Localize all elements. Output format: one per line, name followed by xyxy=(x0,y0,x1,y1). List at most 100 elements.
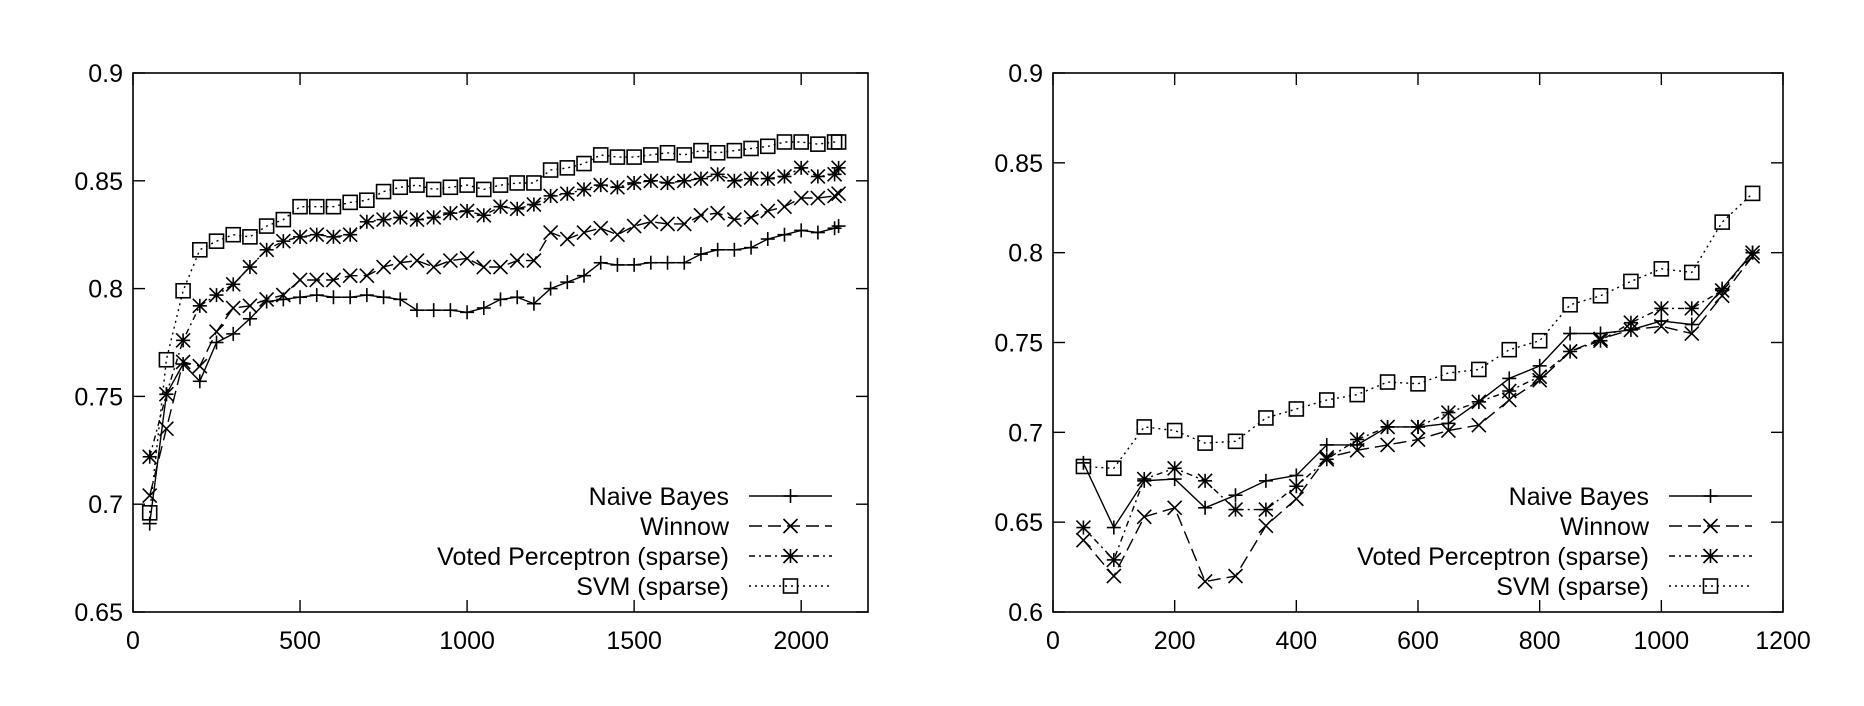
series-naive-bayes-point xyxy=(443,303,458,318)
series-voted-perceptron-sparse-point xyxy=(609,179,625,195)
series-naive-bayes-point xyxy=(760,232,775,247)
series-naive-bayes-point xyxy=(643,255,658,270)
legend-item-svm-sparse: SVM (sparse) xyxy=(1496,573,1752,601)
series-voted-perceptron-sparse-point xyxy=(309,227,325,243)
series-svm-sparse-point xyxy=(1744,185,1761,202)
series-svm-sparse-point xyxy=(709,144,726,161)
series-winnow-point xyxy=(275,287,291,303)
series-naive-bayes-point xyxy=(226,326,241,341)
series-winnow-point xyxy=(593,220,609,236)
series-voted-perceptron-sparse-point xyxy=(1410,419,1426,435)
series-svm-sparse-point xyxy=(1562,296,1578,313)
y-tick-label: 0.7 xyxy=(1008,419,1043,447)
series-winnow-point xyxy=(426,259,442,275)
series-winnow-point xyxy=(827,188,843,204)
series-winnow-point xyxy=(259,291,275,307)
series-naive-bayes-point xyxy=(393,292,408,307)
x-tick-label: 600 xyxy=(1397,627,1439,655)
series-voted-perceptron-sparse-point xyxy=(1532,369,1548,385)
series-winnow-point xyxy=(509,253,525,269)
series-voted-perceptron-sparse-point xyxy=(1653,300,1669,316)
y-tick-label: 0.85 xyxy=(994,150,1043,178)
series-winnow-point xyxy=(325,272,342,288)
series-voted-perceptron-sparse-point xyxy=(776,168,793,185)
series-svm-sparse-point xyxy=(459,177,475,193)
series-voted-perceptron-sparse-point xyxy=(242,259,258,275)
series-naive-bayes-point xyxy=(1228,488,1243,503)
x-tick-label: 1500 xyxy=(606,627,662,655)
series-svm-sparse-point xyxy=(559,160,576,176)
series-svm-sparse-point xyxy=(242,229,258,245)
legend-label: Naive Bayes xyxy=(589,483,729,511)
x-tick-label: 0 xyxy=(1046,627,1060,655)
series-svm-sparse-point xyxy=(308,198,325,215)
series-voted-perceptron-sparse-point xyxy=(1227,502,1244,518)
series-naive-bayes-point xyxy=(326,290,341,305)
series-winnow-point xyxy=(1075,532,1091,548)
series-svm-sparse-point xyxy=(158,351,175,368)
x-tick-label: 500 xyxy=(279,627,321,655)
legend-label: Voted Perceptron (sparse) xyxy=(1357,543,1649,571)
series-svm-sparse-point xyxy=(830,134,847,150)
series-winnow-point xyxy=(676,216,692,232)
series-svm-sparse-point xyxy=(626,149,642,165)
series-voted-perceptron-sparse-point xyxy=(659,175,676,191)
series-svm-sparse-point xyxy=(1501,341,1518,358)
series-voted-perceptron-sparse-point xyxy=(342,227,358,243)
series-voted-perceptron-sparse-point xyxy=(526,196,542,213)
x-tick-label: 0 xyxy=(126,627,140,655)
series-svm-sparse-point xyxy=(258,218,275,234)
series-naive-bayes-point xyxy=(627,257,642,272)
series-voted-perceptron-sparse-point xyxy=(392,209,408,226)
series-naive-bayes-point xyxy=(1106,520,1121,535)
series-svm-sparse-point xyxy=(1136,419,1153,435)
series-voted-perceptron-sparse-point xyxy=(509,201,525,217)
series-svm-sparse-point xyxy=(1683,264,1700,281)
series-winnow-point xyxy=(559,231,575,247)
series-svm-sparse-line xyxy=(149,141,839,513)
series-voted-perceptron-sparse-point xyxy=(1349,431,1365,448)
legend-label: Winnow xyxy=(1560,513,1650,541)
series-naive-bayes-point xyxy=(1258,473,1273,488)
series-voted-perceptron-sparse-point xyxy=(208,287,225,303)
series-winnow-point xyxy=(1288,491,1304,507)
series-svm-sparse xyxy=(141,134,847,521)
series-winnow-point xyxy=(1471,417,1487,433)
series-svm-sparse-point xyxy=(409,177,425,193)
legend-item-svm-sparse: SVM (sparse) xyxy=(576,573,832,601)
series-svm-sparse-point xyxy=(776,134,793,150)
series-winnow-line xyxy=(149,193,839,496)
series-svm-sparse-point xyxy=(442,179,459,196)
series-winnow-point xyxy=(392,255,408,271)
series-naive-bayes-point xyxy=(777,227,792,242)
series-svm-sparse xyxy=(1075,185,1761,477)
series-winnow-point xyxy=(1380,437,1396,453)
series-naive-bayes-point xyxy=(460,305,475,320)
series-winnow-point xyxy=(409,253,425,269)
series-voted-perceptron-sparse-point xyxy=(292,229,308,245)
series-svm-sparse-point xyxy=(1288,401,1305,417)
legend-point xyxy=(1702,578,1719,594)
x-tick-label: 800 xyxy=(1519,627,1561,655)
series-svm-sparse-point xyxy=(1258,410,1274,426)
series-winnow-point xyxy=(793,190,809,206)
series-naive-bayes-point xyxy=(293,290,308,305)
series-naive-bayes-point xyxy=(710,242,725,257)
series-voted-perceptron-sparse-point xyxy=(1136,471,1152,487)
series-voted-perceptron-sparse-point xyxy=(643,173,659,189)
series-svm-sparse-point xyxy=(1471,361,1487,378)
series-winnow-point xyxy=(526,253,542,269)
series-voted-perceptron-sparse-point xyxy=(476,207,492,223)
series-svm-sparse-point xyxy=(693,142,709,159)
series-voted-perceptron-sparse-line xyxy=(149,167,840,457)
series-voted-perceptron-sparse-point xyxy=(275,233,291,249)
series-voted-perceptron-sparse-point xyxy=(1440,405,1456,421)
y-tick-label: 0.8 xyxy=(88,276,123,304)
y-tick-label: 0.85 xyxy=(74,168,123,196)
series-voted-perceptron-sparse-point xyxy=(442,205,458,221)
series-winnow-point xyxy=(1197,573,1213,590)
series-naive-bayes-point xyxy=(543,281,558,296)
series-winnow-point xyxy=(1684,325,1700,342)
series-winnow-point xyxy=(1227,568,1244,584)
